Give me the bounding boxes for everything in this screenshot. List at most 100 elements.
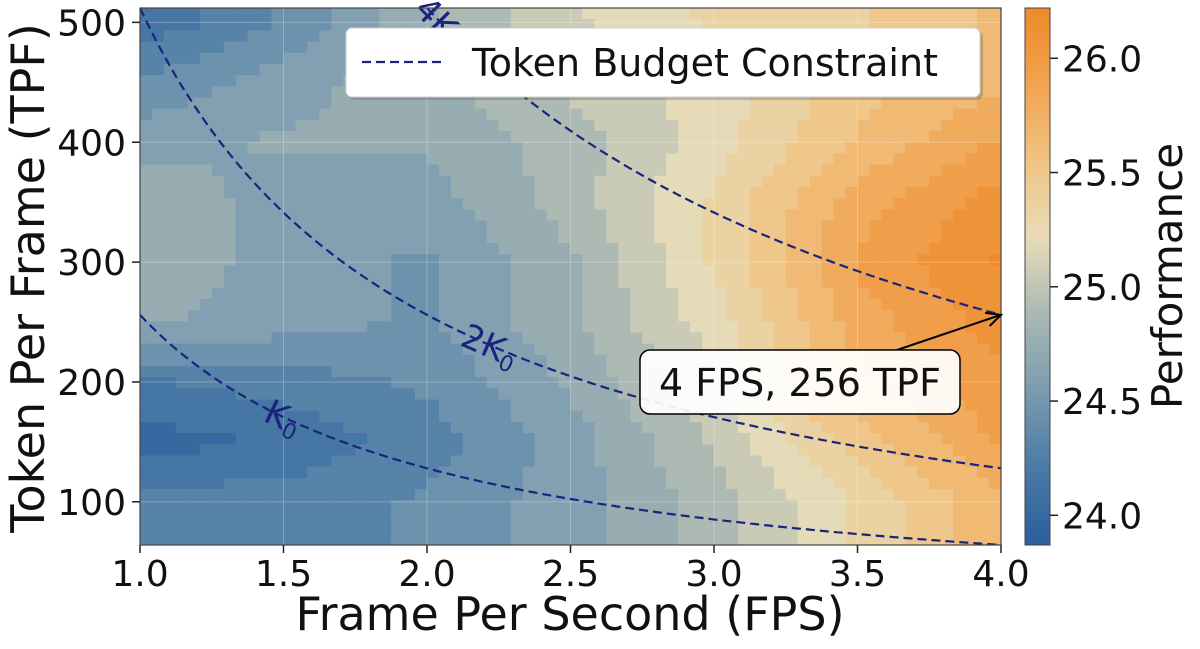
contour-cell: [271, 421, 285, 434]
contour-cell: [187, 8, 201, 20]
contour-cell: [678, 187, 691, 199]
contour-cell: [666, 500, 679, 513]
contour-cell: [917, 522, 930, 535]
contour-cell: [558, 131, 572, 143]
contour-cell: [175, 119, 189, 132]
contour-cell: [331, 522, 344, 535]
contour-cell: [151, 75, 165, 87]
contour-cell: [809, 142, 823, 155]
contour-cell: [259, 287, 273, 300]
contour-cell: [223, 187, 237, 199]
contour-cell: [211, 511, 225, 524]
contour-cell: [175, 153, 189, 166]
contour-cell: [618, 444, 631, 457]
contour-cell: [140, 63, 153, 76]
contour-cell: [666, 455, 679, 468]
contour-cell: [450, 142, 464, 155]
contour-cell: [642, 108, 655, 121]
contour-cell: [917, 298, 930, 311]
contour-cell: [271, 131, 285, 143]
contour-cell: [438, 399, 452, 412]
contour-cell: [259, 198, 273, 210]
contour-cell: [534, 254, 548, 266]
contour-cell: [486, 164, 500, 177]
contour-cell: [678, 175, 691, 188]
contour-cell: [977, 298, 990, 311]
contour-cell: [187, 231, 201, 244]
contour-cell: [845, 19, 859, 31]
contour-cell: [283, 310, 297, 322]
contour-cell: [474, 276, 488, 289]
contour-cell: [558, 265, 572, 278]
contour-cell: [618, 97, 631, 110]
contour-cell: [175, 455, 189, 468]
contour-cell: [714, 97, 727, 110]
contour-cell: [690, 108, 703, 121]
contour-cell: [283, 500, 297, 513]
contour-cell: [474, 108, 488, 121]
contour-cell: [391, 522, 404, 535]
contour-cell: [450, 500, 464, 513]
contour-cell: [869, 477, 883, 490]
contour-cell: [678, 477, 691, 490]
contour-cell: [558, 19, 572, 31]
contour-cell: [462, 332, 476, 345]
contour-cell: [965, 354, 978, 367]
contour-cell: [941, 433, 954, 445]
contour-cell: [785, 265, 799, 278]
contour-cell: [510, 522, 524, 535]
contour-cell: [917, 466, 930, 479]
contour-cell: [415, 522, 428, 535]
contour-cell: [307, 86, 320, 99]
contour-cell: [761, 265, 775, 278]
contour-cell: [259, 265, 273, 278]
contour-cell: [785, 119, 799, 132]
contour-cell: [474, 198, 488, 210]
contour-cell: [391, 477, 404, 490]
contour-cell: [415, 533, 428, 545]
contour-cell: [546, 343, 560, 356]
contour-cell: [331, 52, 344, 65]
contour-cell: [534, 265, 548, 278]
contour-cell: [427, 489, 440, 501]
contour-cell: [510, 377, 524, 389]
contour-cell: [881, 433, 894, 445]
contour-cell: [462, 108, 476, 121]
contour-cell: [343, 533, 356, 545]
contour-cell: [450, 287, 464, 300]
contour-cell: [606, 276, 619, 289]
contour-cell: [821, 489, 835, 501]
contour-cell: [606, 366, 619, 378]
contour-cell: [427, 108, 440, 121]
contour-cell: [462, 209, 476, 222]
contour-cell: [223, 175, 237, 188]
contour-cell: [211, 119, 225, 132]
contour-cell: [343, 354, 356, 367]
contour-cell: [403, 410, 416, 423]
contour-cell: [737, 533, 751, 545]
contour-cell: [151, 321, 165, 334]
contour-cell: [869, 276, 883, 289]
contour-cell: [977, 63, 990, 76]
contour-cell: [809, 97, 823, 110]
contour-cell: [534, 343, 548, 356]
contour-cell: [403, 511, 416, 524]
contour-cell: [163, 30, 177, 43]
contour-cell: [319, 86, 332, 99]
contour-cell: [331, 511, 344, 524]
contour-cell: [319, 97, 332, 110]
contour-cell: [211, 209, 225, 222]
contour-cell: [630, 298, 643, 311]
contour-cell: [307, 209, 320, 222]
contour-cell: [367, 332, 380, 345]
contour-cell: [845, 175, 859, 188]
contour-cell: [271, 533, 285, 545]
contour-cell: [462, 489, 476, 501]
contour-cell: [391, 265, 404, 278]
contour-cell: [606, 310, 619, 322]
contour-cell: [379, 433, 392, 445]
contour-cell: [199, 455, 213, 468]
contour-cell: [307, 41, 320, 54]
contour-cell: [642, 97, 655, 110]
contour-cell: [510, 321, 524, 334]
